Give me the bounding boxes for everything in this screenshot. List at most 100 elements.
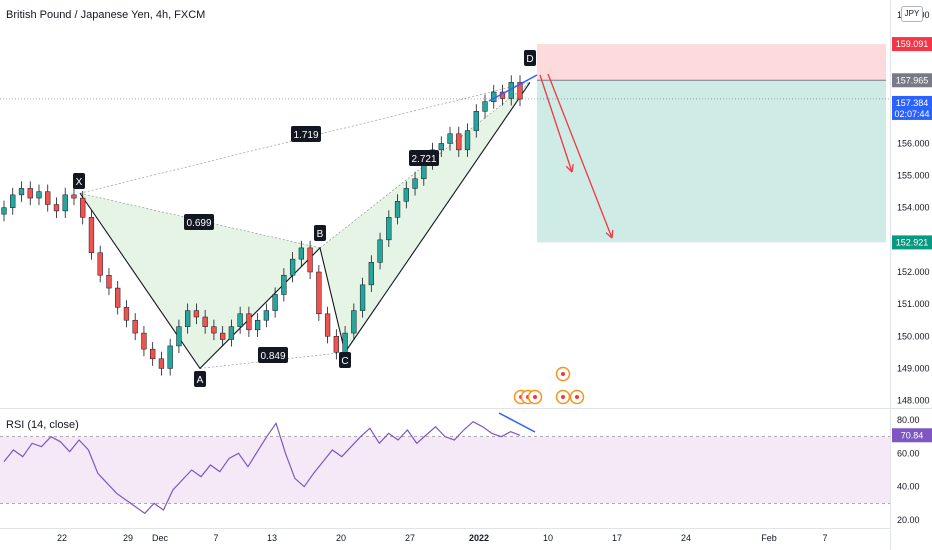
candle-body — [202, 316, 208, 327]
price-tick-label: 155.000 — [897, 171, 930, 181]
candlestick-series — [1, 75, 523, 376]
arrow-head — [605, 232, 613, 239]
candle-body — [464, 130, 471, 151]
rsi-current-value: 70.84 — [901, 430, 924, 440]
candle-body — [342, 332, 348, 353]
projection-arrow — [547, 73, 613, 239]
time-tick-label: 13 — [267, 533, 277, 543]
candle-body — [298, 247, 305, 260]
harmonic-pattern — [79, 82, 531, 370]
pattern-point-badge — [73, 173, 85, 189]
chart-title: British Pound / Japanese Yen, 4h, FXCM — [6, 9, 206, 21]
candle-body — [272, 294, 278, 311]
candle-body — [289, 258, 296, 276]
rsi-line — [3, 420, 521, 515]
pattern-point-badge — [524, 50, 536, 66]
divergence-trendline — [488, 74, 538, 102]
candle-body — [27, 188, 33, 199]
stop-price-label: 159.091 — [896, 39, 929, 49]
ratio-connector — [79, 192, 321, 249]
pattern-point-label: C — [341, 356, 348, 367]
candle-body — [386, 217, 392, 241]
candle-body — [324, 313, 331, 337]
candle-body — [211, 326, 217, 334]
time-tick-label: 27 — [405, 533, 415, 543]
price-axis[interactable]: 160.000157.000156.000155.000154.000153.0… — [892, 10, 932, 406]
candle-body — [237, 313, 243, 327]
entry-price-label: 157.965 — [896, 75, 929, 85]
candle-body — [246, 313, 252, 331]
time-tick-label: 22 — [57, 533, 67, 543]
pattern-point-label: A — [197, 375, 204, 386]
ratio-label: 0.699 — [186, 218, 211, 229]
candle-body — [185, 310, 191, 327]
event-icon-dot — [575, 395, 579, 399]
candle-body — [377, 239, 383, 263]
candle-body — [307, 247, 313, 273]
current-price-label: 157.384 — [896, 98, 929, 108]
rsi-title: RSI (14, close) — [6, 419, 79, 431]
rsi-tick-label: 80.00 — [897, 415, 920, 425]
candle-body — [438, 143, 444, 151]
candle-body — [482, 101, 488, 112]
currency-badge[interactable]: JPY — [901, 6, 923, 22]
candle-body — [45, 191, 51, 205]
time-tick-label: 2022 — [469, 533, 489, 543]
candle-body — [351, 310, 357, 334]
ratio-badge — [258, 347, 288, 363]
target-price-label-bg — [892, 235, 932, 250]
time-tick-label: 20 — [336, 533, 346, 543]
xab-triangle — [80, 193, 320, 369]
pattern-point-badge — [314, 225, 326, 241]
candle-body — [394, 201, 401, 218]
candle-body — [263, 310, 270, 321]
candle-body — [368, 262, 374, 286]
candle-body — [62, 194, 68, 212]
event-icon-dot — [561, 395, 565, 399]
entry-price-label-bg — [892, 73, 932, 88]
price-tick-label: 148.000 — [897, 396, 930, 406]
candle-body — [228, 326, 235, 340]
rsi-tick-label: 60.00 — [897, 448, 920, 458]
candle-body — [447, 133, 453, 144]
time-tick-label: 17 — [612, 533, 622, 543]
event-icon-dot — [561, 372, 565, 376]
candle-body — [473, 111, 479, 131]
pattern-point-label: D — [526, 54, 533, 65]
price-tick-label: 151.000 — [897, 299, 930, 309]
candle-body — [36, 191, 42, 199]
projection-arrow — [539, 74, 573, 173]
pattern-point-label: B — [317, 229, 324, 240]
candle-body — [106, 274, 112, 289]
price-tick-label: 149.000 — [897, 363, 930, 373]
candle-body — [359, 284, 366, 311]
candle-body — [80, 197, 86, 218]
position-zones — [0, 44, 890, 243]
candle-body — [115, 287, 121, 308]
candle-body — [1, 207, 7, 215]
rsi-tick-label: 20.00 — [897, 515, 920, 525]
event-icon-dot — [533, 395, 537, 399]
candle-body — [10, 194, 16, 208]
candle-body — [403, 188, 409, 202]
ratio-connector — [79, 82, 531, 194]
arrow-head — [611, 229, 614, 239]
candle-body — [193, 310, 200, 318]
time-tick-label: 24 — [681, 533, 691, 543]
candle-body — [167, 345, 173, 369]
stop-loss-zone — [537, 44, 886, 81]
stop-price-label-bg — [892, 37, 932, 52]
current-price-label-countdown: 02:07:44 — [894, 109, 929, 119]
candle-body — [150, 348, 156, 360]
candle-body — [456, 133, 462, 151]
price-tick-label: 156.000 — [897, 138, 930, 148]
arrow-head — [571, 163, 574, 173]
candle-body — [141, 332, 147, 350]
candle-body — [53, 204, 60, 212]
candle-body — [412, 178, 418, 189]
time-tick-label: 7 — [822, 533, 827, 543]
ratio-label: 0.849 — [260, 351, 285, 362]
time-axis[interactable]: 22 29 Dec 7 13 20 27 2022 10 17 24 Feb 7 — [57, 533, 828, 543]
